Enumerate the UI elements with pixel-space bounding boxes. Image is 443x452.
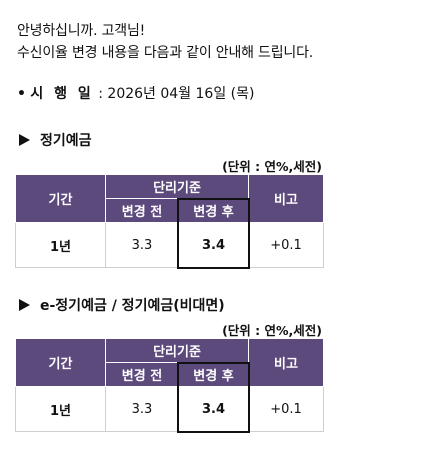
header-compare: 비고 xyxy=(248,338,324,387)
triangle-bullet-icon xyxy=(19,299,30,311)
effective-date-value: : 2026년 04월 16일 (목) xyxy=(93,86,255,102)
header-before: 변경 전 xyxy=(105,362,179,387)
unit-label: (단위 : 연%,세전) xyxy=(222,159,322,174)
rate-table: 기간 단리기준 비고 변경 전 변경 후 1년 3.3 3.4 +0.1 xyxy=(15,174,324,268)
effective-date-label: 시 행 일 xyxy=(30,86,94,102)
section-title-text: e-정기예금 / 정기예금(비대면) xyxy=(40,298,225,314)
header-period: 기간 xyxy=(15,174,106,223)
section-title-e-fixed-deposit: e-정기예금 / 정기예금(비대면) xyxy=(19,295,225,315)
header-compare: 비고 xyxy=(248,174,324,223)
greeting: 안녕하십니까. 고객님! 수신이율 변경 내용을 다음과 같이 안내해 드립니다… xyxy=(17,20,313,64)
table-row: 1년 3.3 3.4 +0.1 xyxy=(15,222,324,268)
cell-after: 3.4 xyxy=(178,386,249,432)
cell-diff: +0.1 xyxy=(248,386,324,432)
cell-after: 3.4 xyxy=(178,222,249,268)
header-after: 변경 후 xyxy=(178,362,249,387)
header-base-rate: 단리기준 xyxy=(105,174,249,199)
header-before: 변경 전 xyxy=(105,198,179,223)
section-title-text: 정기예금 xyxy=(40,133,92,149)
effective-date-line: • 시 행 일 : 2026년 04월 16일 (목) xyxy=(17,84,254,104)
triangle-bullet-icon xyxy=(19,134,30,146)
header-after: 변경 후 xyxy=(178,198,249,223)
header-period: 기간 xyxy=(15,338,106,387)
cell-before: 3.3 xyxy=(105,222,179,268)
cell-diff: +0.1 xyxy=(248,222,324,268)
cell-period: 1년 xyxy=(15,222,106,268)
unit-label: (단위 : 연%,세전) xyxy=(222,323,322,338)
bullet: • xyxy=(17,86,26,102)
table-row: 1년 3.3 3.4 +0.1 xyxy=(15,386,324,432)
cell-period: 1년 xyxy=(15,386,106,432)
header-base-rate: 단리기준 xyxy=(105,338,249,363)
section-title-fixed-deposit: 정기예금 xyxy=(19,130,92,150)
cell-before: 3.3 xyxy=(105,386,179,432)
rate-table: 기간 단리기준 비고 변경 전 변경 후 1년 3.3 3.4 +0.1 xyxy=(15,338,324,432)
greeting-line-2: 수신이율 변경 내용을 다음과 같이 안내해 드립니다. xyxy=(17,45,314,61)
greeting-line-1: 안녕하십니까. 고객님! xyxy=(17,23,146,39)
